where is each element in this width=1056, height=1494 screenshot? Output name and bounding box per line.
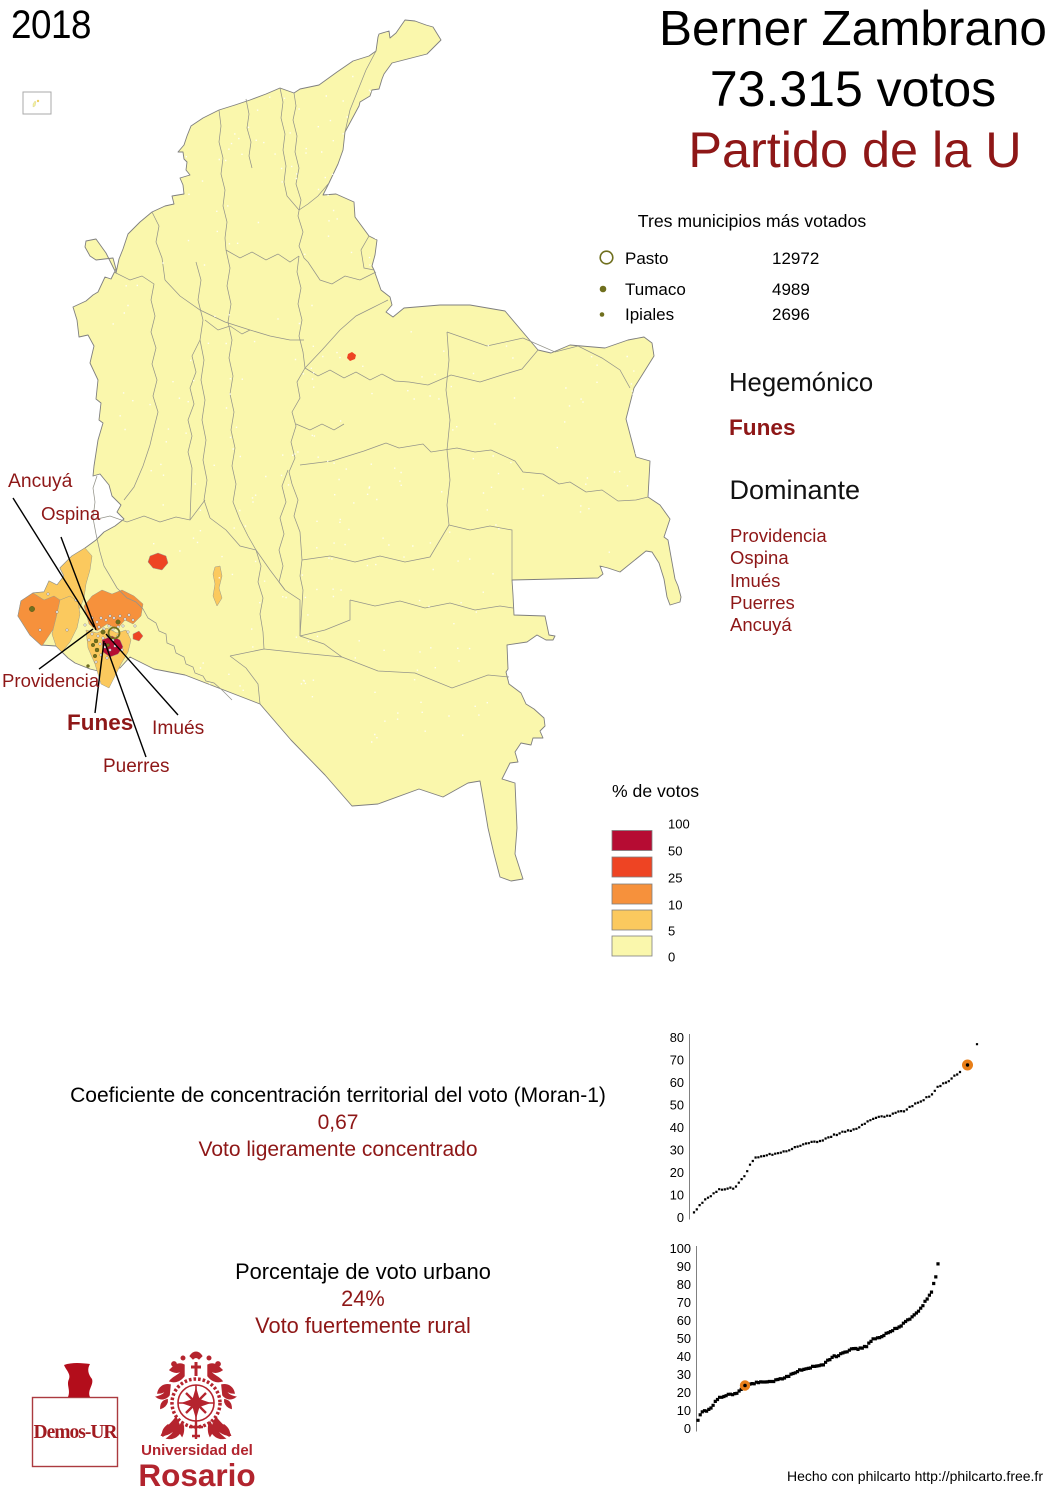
svg-text:25: 25 bbox=[668, 871, 682, 886]
svg-text:10: 10 bbox=[677, 1403, 691, 1418]
svg-text:0: 0 bbox=[684, 1421, 691, 1436]
svg-text:90: 90 bbox=[677, 1259, 691, 1274]
svg-text:0: 0 bbox=[677, 1210, 684, 1225]
svg-text:5: 5 bbox=[668, 924, 675, 939]
svg-text:30: 30 bbox=[677, 1367, 691, 1382]
svg-text:40: 40 bbox=[670, 1120, 684, 1135]
svg-text:40: 40 bbox=[677, 1349, 691, 1364]
svg-text:20: 20 bbox=[677, 1385, 691, 1400]
svg-text:20: 20 bbox=[670, 1165, 684, 1180]
svg-text:10: 10 bbox=[668, 898, 682, 913]
svg-text:80: 80 bbox=[677, 1277, 691, 1292]
svg-text:10: 10 bbox=[670, 1188, 684, 1203]
svg-text:50: 50 bbox=[677, 1331, 691, 1346]
svg-text:50: 50 bbox=[668, 844, 682, 859]
svg-text:50: 50 bbox=[670, 1098, 684, 1113]
svg-text:70: 70 bbox=[677, 1295, 691, 1310]
svg-text:100: 100 bbox=[670, 1241, 691, 1256]
svg-text:80: 80 bbox=[670, 1030, 684, 1045]
svg-text:70: 70 bbox=[670, 1053, 684, 1068]
svg-text:30: 30 bbox=[670, 1143, 684, 1158]
svg-text:0: 0 bbox=[668, 950, 675, 965]
svg-text:Demos-UR: Demos-UR bbox=[34, 1422, 119, 1443]
svg-text:60: 60 bbox=[670, 1075, 684, 1090]
svg-text:100: 100 bbox=[668, 817, 690, 832]
svg-text:60: 60 bbox=[677, 1313, 691, 1328]
